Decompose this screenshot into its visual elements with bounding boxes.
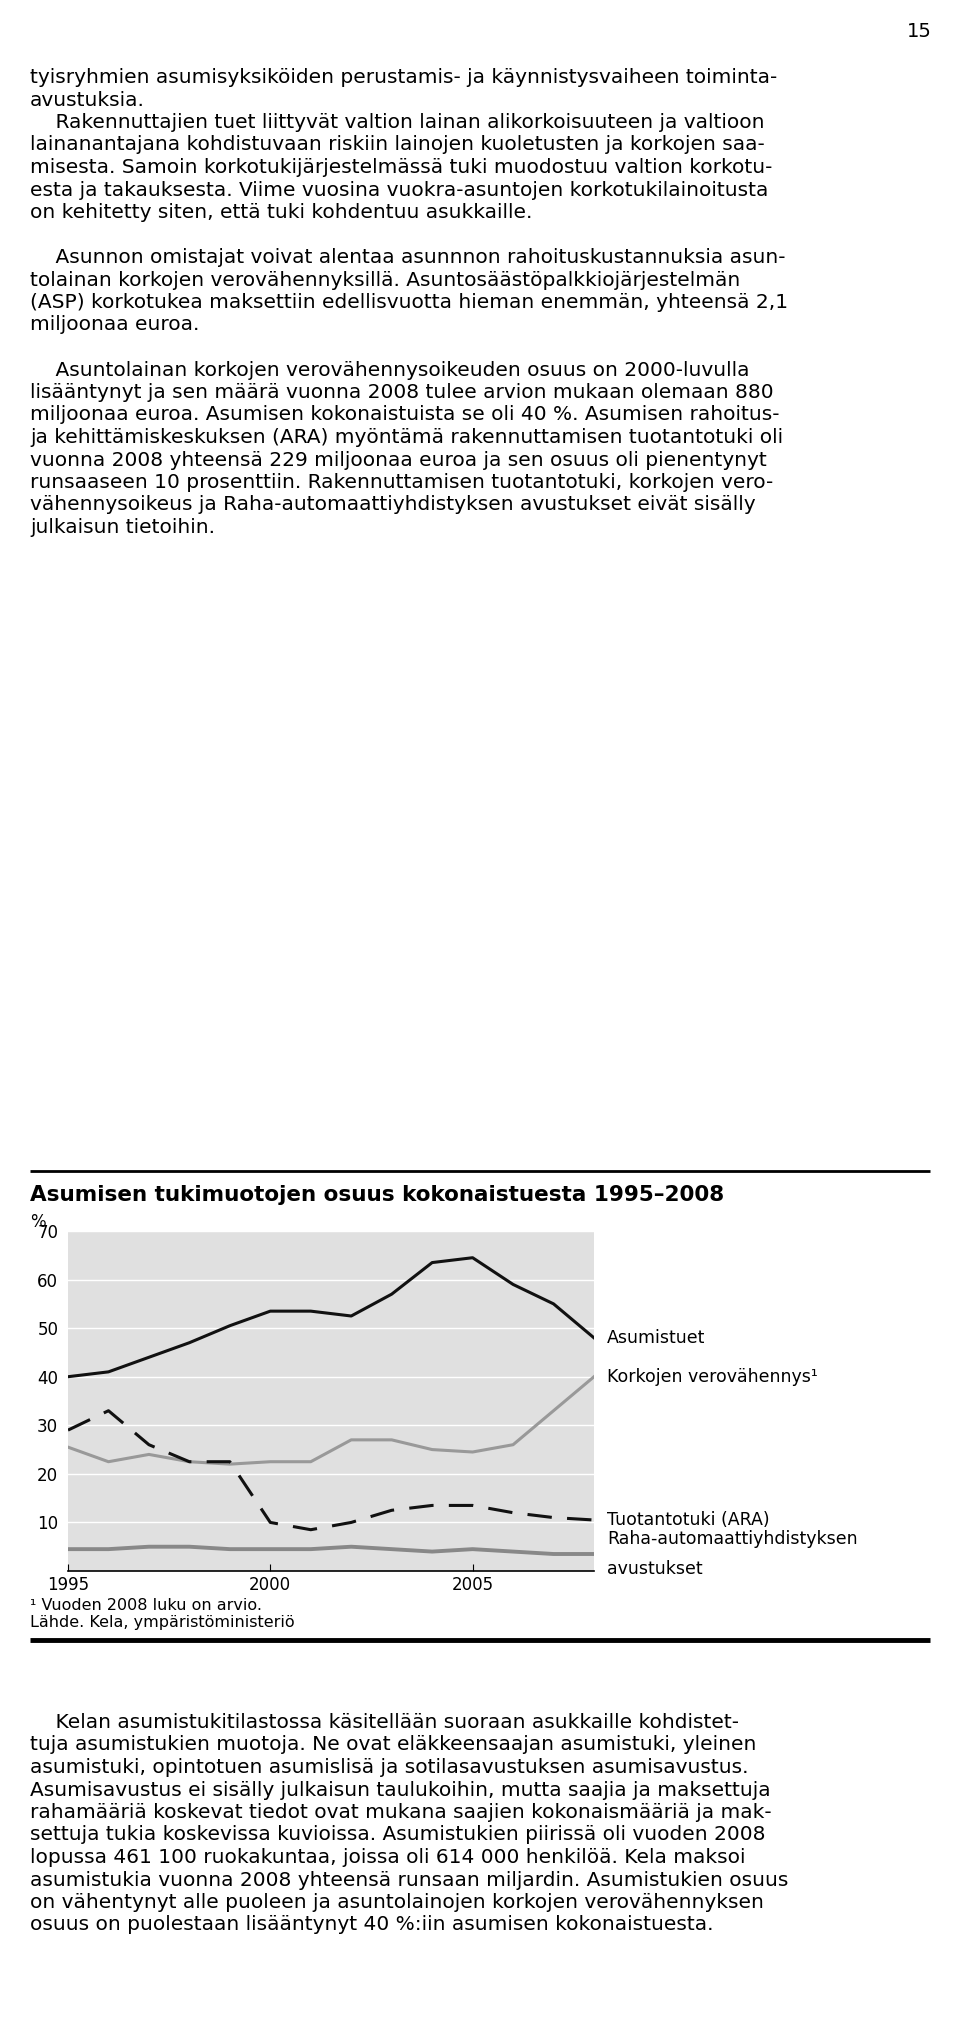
Text: julkaisun tietoihin.: julkaisun tietoihin.: [30, 519, 215, 537]
Text: osuus on puolestaan lisääntynyt 40 %:iin asumisen kokonaistuesta.: osuus on puolestaan lisääntynyt 40 %:iin…: [30, 1916, 713, 1935]
Text: Kelan asumistukitilastossa käsitellään suoraan asukkaille kohdistet-: Kelan asumistukitilastossa käsitellään s…: [30, 1712, 739, 1732]
Text: vähennysoikeus ja Raha-automaattiyhdistyksen avustukset eivät sisälly: vähennysoikeus ja Raha-automaattiyhdisty…: [30, 496, 756, 515]
Text: settuja tukia koskevissa kuvioissa. Asumistukien piirissä oli vuoden 2008: settuja tukia koskevissa kuvioissa. Asum…: [30, 1826, 765, 1845]
Text: rahamääriä koskevat tiedot ovat mukana saajien kokonaismääriä ja mak-: rahamääriä koskevat tiedot ovat mukana s…: [30, 1804, 772, 1822]
Text: asumistukia vuonna 2008 yhteensä runsaan miljardin. Asumistukien osuus: asumistukia vuonna 2008 yhteensä runsaan…: [30, 1871, 788, 1890]
Text: avustuksia.: avustuksia.: [30, 90, 145, 110]
Text: on kehitetty siten, että tuki kohdentuu asukkaille.: on kehitetty siten, että tuki kohdentuu …: [30, 202, 533, 223]
Text: runsaaseen 10 prosenttiin. Rakennuttamisen tuotantotuki, korkojen vero-: runsaaseen 10 prosenttiin. Rakennuttamis…: [30, 474, 773, 492]
Text: on vähentynyt alle puoleen ja asuntolainojen korkojen verovähennyksen: on vähentynyt alle puoleen ja asuntolain…: [30, 1894, 764, 1912]
Text: lainanantajana kohdistuvaan riskiin lainojen kuoletusten ja korkojen saa-: lainanantajana kohdistuvaan riskiin lain…: [30, 135, 765, 155]
Text: ¹ Vuoden 2008 luku on arvio.: ¹ Vuoden 2008 luku on arvio.: [30, 1598, 262, 1614]
Text: Asumisavustus ei sisälly julkaisun taulukoihin, mutta saajia ja maksettuja: Asumisavustus ei sisälly julkaisun taulu…: [30, 1781, 771, 1800]
Text: miljoonaa euroa. Asumisen kokonaistuista se oli 40 %. Asumisen rahoitus-: miljoonaa euroa. Asumisen kokonaistuista…: [30, 405, 780, 425]
Text: misesta. Samoin korkotukijärjestelmässä tuki muodostuu valtion korkotu-: misesta. Samoin korkotukijärjestelmässä …: [30, 157, 773, 178]
Text: lisääntynyt ja sen määrä vuonna 2008 tulee arvion mukaan olemaan 880: lisääntynyt ja sen määrä vuonna 2008 tul…: [30, 382, 774, 402]
Text: Asumisen tukimuotojen osuus kokonaistuesta 1995–2008: Asumisen tukimuotojen osuus kokonaistues…: [30, 1185, 724, 1205]
Text: tuja asumistukien muotoja. Ne ovat eläkkeensaajan asumistuki, yleinen: tuja asumistukien muotoja. Ne ovat eläkk…: [30, 1735, 756, 1755]
Text: ja kehittämiskeskuksen (ARA) myöntämä rakennuttamisen tuotantotuki oli: ja kehittämiskeskuksen (ARA) myöntämä ra…: [30, 427, 783, 447]
Text: Asuntolainan korkojen verovähennysoikeuden osuus on 2000-luvulla: Asuntolainan korkojen verovähennysoikeud…: [30, 360, 750, 380]
Text: %: %: [30, 1214, 46, 1232]
Text: vuonna 2008 yhteensä 229 miljoonaa euroa ja sen osuus oli pienentynyt: vuonna 2008 yhteensä 229 miljoonaa euroa…: [30, 452, 767, 470]
Text: tolainan korkojen verovähennyksillä. Asuntosäästöpalkkiojärjestelmän: tolainan korkojen verovähennyksillä. Asu…: [30, 270, 740, 290]
Text: avustukset: avustukset: [607, 1561, 703, 1577]
Text: miljoonaa euroa.: miljoonaa euroa.: [30, 315, 200, 335]
Text: tyisryhmien asumisyksiköiden perustamis- ja käynnistysvaiheen toiminta-: tyisryhmien asumisyksiköiden perustamis-…: [30, 67, 778, 88]
Text: Asunnon omistajat voivat alentaa asunnnon rahoituskustannuksia asun-: Asunnon omistajat voivat alentaa asunnno…: [30, 247, 785, 268]
Text: Rakennuttajien tuet liittyvät valtion lainan alikorkoisuuteen ja valtioon: Rakennuttajien tuet liittyvät valtion la…: [30, 112, 764, 133]
Text: Asumistuet: Asumistuet: [607, 1328, 706, 1346]
Text: Korkojen verovähennys¹: Korkojen verovähennys¹: [607, 1367, 818, 1385]
Text: 15: 15: [907, 22, 932, 41]
Text: Tuotantotuki (ARA): Tuotantotuki (ARA): [607, 1512, 770, 1528]
Text: Lähde. Kela, ympäristöministeriö: Lähde. Kela, ympäristöministeriö: [30, 1616, 295, 1630]
Text: Raha-automaattiyhdistyksen: Raha-automaattiyhdistyksen: [607, 1530, 857, 1549]
Text: (ASP) korkotukea maksettiin edellisvuotta hieman enemmän, yhteensä 2,1: (ASP) korkotukea maksettiin edellisvuott…: [30, 292, 788, 313]
Text: asumistuki, opintotuen asumislisä ja sotilasavustuksen asumisavustus.: asumistuki, opintotuen asumislisä ja sot…: [30, 1757, 749, 1777]
Text: esta ja takauksesta. Viime vuosina vuokra-asuntojen korkotukilainoitusta: esta ja takauksesta. Viime vuosina vuokr…: [30, 180, 768, 200]
Text: lopussa 461 100 ruokakuntaa, joissa oli 614 000 henkilöä. Kela maksoi: lopussa 461 100 ruokakuntaa, joissa oli …: [30, 1849, 746, 1867]
